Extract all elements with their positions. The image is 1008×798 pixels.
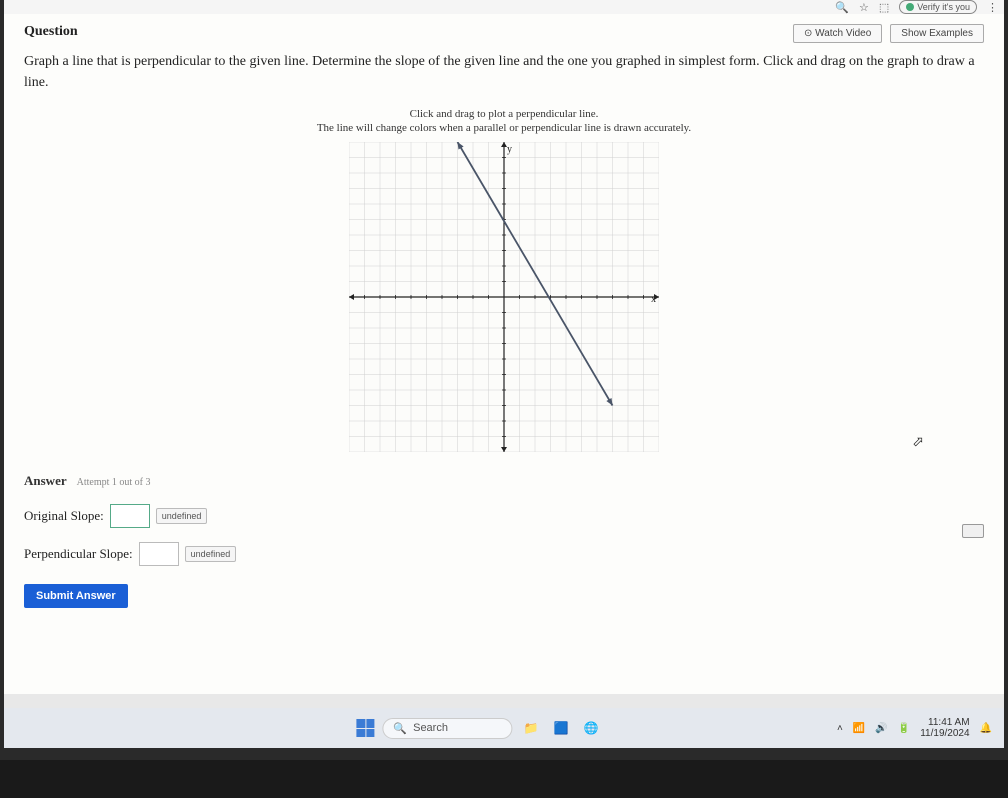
verify-chip[interactable]: Verify it's you (899, 0, 977, 14)
wifi-icon[interactable]: 📶 (853, 723, 865, 734)
profile-dot-icon (906, 3, 914, 11)
extension-icon[interactable]: ⬚ (879, 1, 889, 14)
verify-label: Verify it's you (917, 2, 970, 12)
graph-instruction-2: The line will change colors when a paral… (24, 122, 984, 134)
volume-icon[interactable]: 🔊 (875, 723, 887, 734)
original-slope-input[interactable] (110, 504, 150, 528)
perpendicular-slope-label: Perpendicular Slope: (24, 546, 133, 562)
taskbar: 🔍 Search 📁 🟦 🌐 ˄ 📶 🔊 🔋 11:41 AM 11/19/20… (4, 708, 1004, 748)
perpendicular-slope-input[interactable] (139, 542, 179, 566)
svg-text:y: y (507, 144, 512, 155)
taskbar-app-1[interactable]: 📁 (520, 717, 542, 739)
taskbar-app-3[interactable]: 🌐 (580, 717, 602, 739)
svg-text:x: x (651, 294, 656, 305)
original-undefined-button[interactable]: undefined (156, 508, 208, 524)
show-examples-button[interactable]: Show Examples (890, 24, 984, 43)
tray-chevron-icon[interactable]: ˄ (837, 723, 843, 734)
answer-section-label: Answer (24, 473, 67, 489)
graph-instruction-1: Click and drag to plot a perpendicular l… (24, 108, 984, 120)
search-icon[interactable]: 🔍 (835, 1, 849, 14)
browser-toolbar: 🔍 ☆ ⬚ Verify it's you ⋮ (4, 0, 1004, 14)
cursor-icon: ⬀ (912, 434, 924, 451)
notification-icon[interactable]: 🔔 (980, 723, 992, 734)
question-label: Question (24, 24, 78, 40)
taskbar-search[interactable]: 🔍 Search (382, 718, 512, 739)
submit-answer-button[interactable]: Submit Answer (24, 584, 128, 608)
play-icon: ⊙ (804, 28, 812, 39)
prompt-text: Graph a line that is perpendicular to th… (24, 51, 984, 93)
more-icon[interactable]: ⋮ (987, 1, 998, 14)
content-area: Question ⊙ Watch Video Show Examples Gra… (4, 14, 1004, 694)
keyboard-icon[interactable] (962, 524, 984, 538)
search-icon: 🔍 (393, 722, 407, 735)
original-slope-label: Original Slope: (24, 508, 104, 524)
start-button[interactable] (356, 719, 374, 737)
watch-video-button[interactable]: ⊙ Watch Video (793, 24, 882, 43)
graph-canvas[interactable]: y x (349, 142, 659, 452)
battery-icon[interactable]: 🔋 (898, 723, 910, 734)
taskbar-app-2[interactable]: 🟦 (550, 717, 572, 739)
star-icon[interactable]: ☆ (859, 1, 869, 14)
attempt-text: Attempt 1 out of 3 (77, 477, 151, 488)
clock[interactable]: 11:41 AM 11/19/2024 (920, 717, 969, 739)
perpendicular-undefined-button[interactable]: undefined (185, 546, 237, 562)
